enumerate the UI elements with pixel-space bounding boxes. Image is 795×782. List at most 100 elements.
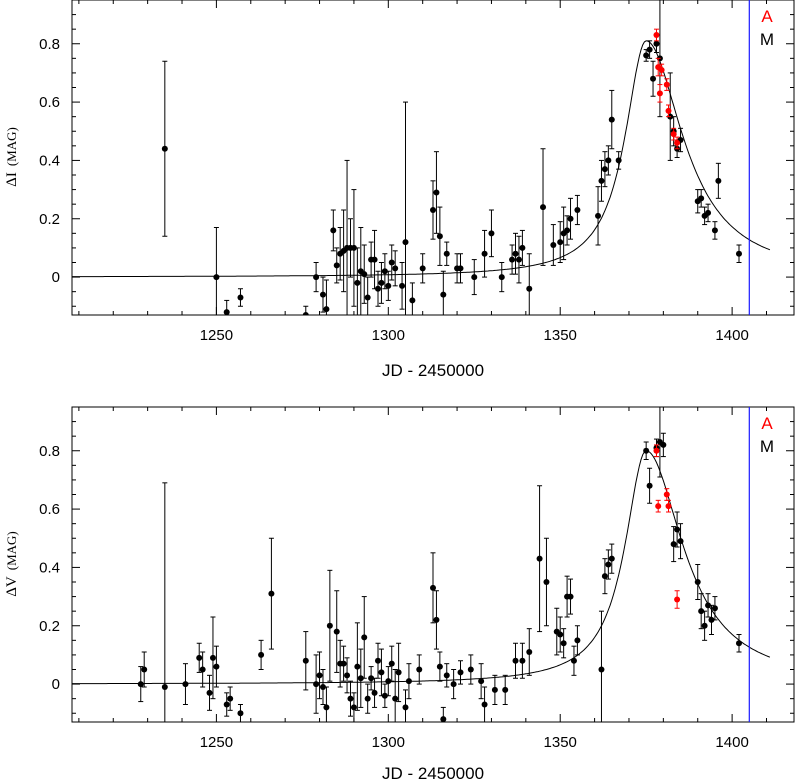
axes: 1250 1300 1350 1400 0 0.2 0.4 0.6 0.8 bbox=[39, 0, 794, 344]
data-point-m bbox=[402, 239, 409, 246]
data-point-m bbox=[199, 666, 206, 673]
data-point-m bbox=[344, 672, 351, 679]
delta-v-panel: 1250 1300 1350 1400 0 0.2 0.4 0.6 0.8 JD - 24500… bbox=[4, 406, 795, 782]
data-point-m bbox=[368, 675, 375, 682]
y-tick-label: 0 bbox=[52, 676, 60, 693]
data-point-m bbox=[519, 657, 526, 664]
data-point-m bbox=[512, 250, 519, 257]
data-point-m bbox=[601, 166, 608, 173]
data-point-m bbox=[670, 541, 677, 548]
data-point-m bbox=[440, 291, 447, 298]
data-point-m bbox=[364, 695, 371, 702]
data-point-m bbox=[481, 701, 488, 708]
data-point-m bbox=[540, 204, 547, 211]
data-point-m bbox=[660, 441, 667, 448]
data-point-a bbox=[670, 131, 677, 138]
data-point-m bbox=[326, 622, 333, 629]
data-point-m bbox=[330, 227, 337, 234]
data-point-m bbox=[206, 689, 213, 696]
data-point-m bbox=[711, 605, 718, 612]
data-point-m bbox=[302, 657, 309, 664]
data-point-m bbox=[374, 285, 381, 292]
data-point-m bbox=[715, 177, 722, 184]
data-point-m bbox=[364, 294, 371, 301]
data-point-m bbox=[433, 189, 440, 196]
clipped-data bbox=[72, 0, 771, 315]
data-point-m bbox=[371, 689, 378, 696]
data-point-m bbox=[319, 291, 326, 298]
y-axis-label-unit: (MAG) bbox=[4, 127, 19, 166]
data-point-m bbox=[399, 282, 406, 289]
data-point-m bbox=[574, 637, 581, 644]
data-point-m bbox=[694, 579, 701, 585]
data-point-m bbox=[653, 40, 660, 47]
data-point-a bbox=[655, 503, 662, 510]
legend: A M bbox=[760, 7, 774, 49]
data-point-m bbox=[350, 704, 357, 711]
data-point-m bbox=[405, 678, 412, 685]
data-point-m bbox=[385, 282, 392, 289]
data-point-m bbox=[354, 279, 361, 286]
y-axis-label: ΔV (MAG) bbox=[4, 531, 20, 597]
data-point-m bbox=[491, 686, 498, 693]
data-point-m bbox=[450, 681, 457, 688]
x-axis-label: JD - 2450000 bbox=[382, 361, 484, 380]
y-tick-label: 0.4 bbox=[39, 559, 60, 576]
plot-area bbox=[72, 0, 771, 315]
data-point-m bbox=[381, 692, 388, 699]
data-point-m bbox=[237, 294, 244, 301]
legend-label-a: A bbox=[761, 7, 773, 26]
data-point-m bbox=[574, 207, 581, 213]
data-point-m bbox=[385, 678, 392, 685]
data-point-m bbox=[705, 602, 712, 609]
x-tick-label: 1350 bbox=[544, 327, 577, 344]
data-point-m bbox=[564, 227, 571, 234]
x-tick-label: 1400 bbox=[715, 734, 748, 751]
y-axis-label: ΔI (MAG) bbox=[4, 127, 20, 187]
plot-frame bbox=[71, 406, 795, 723]
data-point-a bbox=[663, 81, 670, 88]
data-point-m bbox=[543, 579, 550, 585]
data-point-m bbox=[698, 608, 705, 615]
data-point-m bbox=[519, 244, 526, 251]
data-point-m bbox=[595, 212, 602, 219]
data-point-m bbox=[705, 209, 712, 216]
data-point-m bbox=[430, 207, 436, 213]
data-point-m bbox=[141, 666, 148, 673]
data-point-m bbox=[608, 555, 615, 562]
data-point-m bbox=[137, 681, 144, 688]
data-point-m bbox=[323, 704, 330, 711]
data-point-m bbox=[436, 663, 443, 670]
data-point-m bbox=[512, 657, 519, 664]
data-point-m bbox=[237, 710, 244, 717]
y-tick-label: 0.8 bbox=[39, 443, 60, 460]
data-point-a bbox=[665, 107, 672, 114]
data-point-m bbox=[430, 584, 436, 591]
data-point-a bbox=[663, 491, 670, 498]
clipped-data bbox=[72, 407, 771, 722]
data-point-m bbox=[316, 672, 323, 679]
model-curve bbox=[72, 40, 771, 278]
axes: 1250 1300 1350 1400 0 0.2 0.4 0.6 0.8 bbox=[39, 406, 794, 751]
data-point-m bbox=[409, 297, 416, 304]
x-tick-label: 1250 bbox=[200, 734, 233, 751]
y-axis-label-delta: Δ bbox=[4, 177, 20, 187]
data-point-m bbox=[646, 46, 653, 53]
data-point-a bbox=[658, 67, 665, 73]
data-point-m bbox=[567, 215, 574, 222]
data-point-m bbox=[350, 244, 357, 251]
data-point-m bbox=[711, 227, 718, 234]
data-point-m bbox=[227, 695, 234, 702]
data-point-m bbox=[223, 701, 230, 708]
data-point-m bbox=[677, 538, 684, 545]
data-point-m bbox=[509, 256, 516, 263]
data-point-m bbox=[570, 657, 577, 664]
data-point-a bbox=[656, 90, 663, 97]
data-point-m bbox=[392, 265, 399, 272]
y-tick-label: 0.6 bbox=[39, 94, 60, 111]
data-point-m bbox=[333, 262, 340, 269]
data-point-m bbox=[161, 684, 168, 690]
data-point-m bbox=[378, 669, 385, 676]
data-point-m bbox=[498, 274, 505, 281]
data-point-m bbox=[615, 157, 622, 164]
